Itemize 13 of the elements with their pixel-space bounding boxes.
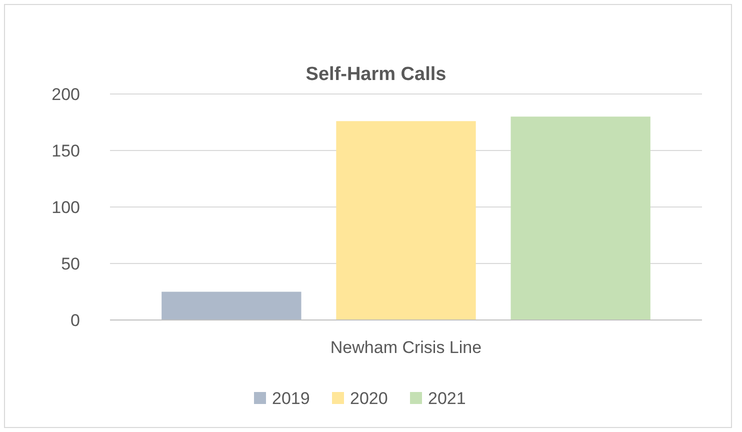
y-tick-label: 0 — [70, 310, 80, 330]
chart-title: Self-Harm Calls — [306, 64, 446, 85]
y-tick-label: 100 — [52, 198, 80, 217]
bar — [336, 121, 476, 320]
legend-label: 2021 — [428, 388, 466, 408]
y-tick-label: 200 — [52, 84, 80, 104]
y-tick-label: 150 — [52, 141, 80, 160]
legend-label: 2019 — [272, 388, 310, 408]
legend-label: 2020 — [350, 388, 388, 408]
y-tick-label: 50 — [61, 254, 80, 274]
bar — [162, 292, 302, 320]
x-tick-label: Newham Crisis Line — [330, 338, 482, 357]
bar — [510, 116, 650, 320]
